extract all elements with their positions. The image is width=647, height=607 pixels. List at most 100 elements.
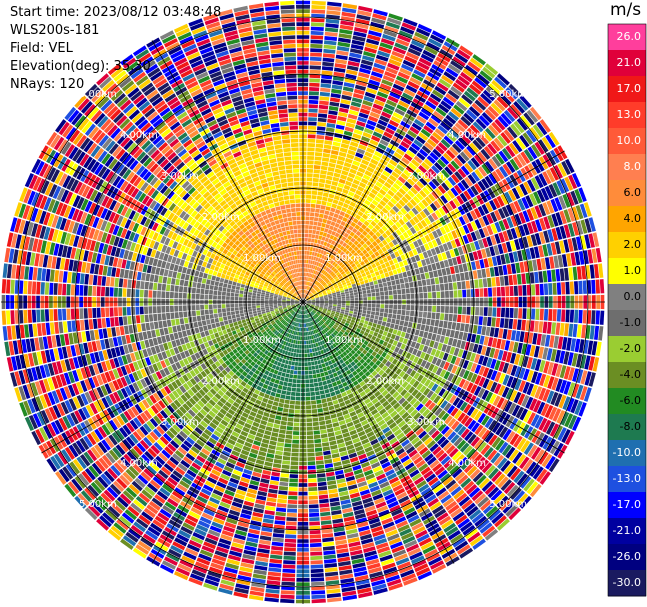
velocity-gate (498, 441, 509, 454)
velocity-gate (368, 230, 375, 237)
velocity-gate (367, 342, 373, 348)
velocity-gate (386, 255, 392, 261)
velocity-gate (322, 380, 328, 386)
velocity-gate (549, 423, 560, 437)
velocity-gate (568, 267, 574, 281)
velocity-gate (335, 289, 340, 293)
velocity-gate (472, 251, 479, 261)
velocity-gate (478, 228, 486, 239)
velocity-gate (326, 171, 334, 177)
velocity-gate (405, 84, 418, 94)
velocity-gate (365, 352, 371, 358)
velocity-gate (395, 405, 404, 413)
velocity-gate (353, 289, 358, 293)
velocity-gate (429, 340, 435, 348)
velocity-gate (345, 270, 351, 275)
velocity-gate (354, 338, 360, 344)
velocity-gate (543, 283, 549, 295)
velocity-gate (311, 9, 326, 14)
velocity-gate (385, 276, 391, 282)
velocity-gate (274, 419, 281, 425)
velocity-gate (362, 236, 369, 243)
velocity-gate (493, 137, 505, 150)
velocity-gate (442, 497, 455, 508)
velocity-gate (379, 42, 393, 50)
velocity-gate (376, 192, 384, 200)
velocity-gate (286, 386, 292, 392)
velocity-gate (393, 151, 403, 160)
velocity-gate (334, 232, 340, 238)
velocity-gate (319, 320, 324, 325)
velocity-gate (462, 214, 470, 224)
velocity-gate (500, 460, 511, 472)
velocity-gate (318, 217, 323, 223)
velocity-gate (334, 252, 340, 258)
velocity-gate (293, 426, 300, 431)
velocity-gate (591, 279, 596, 294)
velocity-gate (599, 279, 605, 294)
velocity-gate (496, 397, 505, 409)
velocity-gate (402, 223, 409, 231)
velocity-gate (450, 486, 462, 497)
velocity-gate (399, 226, 406, 234)
velocity-gate (332, 295, 337, 298)
velocity-gate (366, 217, 373, 224)
velocity-gate (327, 351, 332, 356)
velocity-gate (363, 303, 368, 307)
velocity-gate (563, 239, 570, 253)
velocity-gate (432, 148, 442, 158)
velocity-gate (466, 505, 479, 517)
velocity-gate (381, 351, 387, 358)
velocity-gate (327, 336, 332, 341)
velocity-gate (350, 237, 356, 243)
velocity-gate (413, 456, 423, 465)
velocity-gate (339, 287, 344, 291)
velocity-gate (457, 349, 464, 358)
velocity-gate (392, 413, 401, 422)
velocity-gate (277, 384, 283, 390)
velocity-gate (286, 426, 293, 431)
velocity-gate (322, 152, 330, 158)
velocity-gate (381, 277, 387, 283)
velocity-gate (308, 344, 312, 349)
velocity-gate (379, 188, 387, 196)
velocity-gate (353, 246, 359, 252)
velocity-gate (364, 210, 371, 217)
velocity-gate (341, 305, 346, 308)
velocity-gate (309, 383, 314, 388)
velocity-gate (334, 247, 340, 253)
velocity-gate (327, 341, 332, 346)
velocity-gate (360, 338, 365, 343)
velocity-gate (498, 361, 505, 372)
velocity-gate (563, 224, 571, 238)
velocity-gate (403, 426, 412, 435)
velocity-gate (265, 501, 276, 507)
velocity-gate (481, 326, 487, 336)
velocity-gate (355, 383, 362, 390)
velocity-gate (381, 263, 387, 269)
velocity-gate (477, 269, 482, 279)
velocity-gate (470, 436, 481, 447)
velocity-gate (308, 229, 313, 234)
velocity-gate (409, 218, 417, 226)
velocity-gate (545, 134, 556, 149)
velocity-gate (330, 97, 341, 103)
velocity-gate (421, 279, 427, 286)
velocity-gate (424, 399, 433, 408)
velocity-gate (518, 308, 523, 319)
velocity-gate (588, 217, 596, 232)
velocity-gate (307, 303, 311, 305)
velocity-gate (443, 233, 450, 243)
velocity-gate (325, 262, 330, 267)
velocity-gate (308, 313, 311, 317)
velocity-gate (428, 181, 437, 190)
velocity-gate (546, 421, 556, 435)
velocity-gate (304, 250, 307, 255)
velocity-gate (310, 564, 324, 569)
velocity-gate (508, 402, 517, 415)
velocity-gate (466, 212, 474, 222)
velocity-gate (324, 306, 328, 308)
velocity-gate (538, 387, 547, 401)
velocity-gate (563, 351, 570, 365)
velocity-gate (414, 254, 421, 262)
